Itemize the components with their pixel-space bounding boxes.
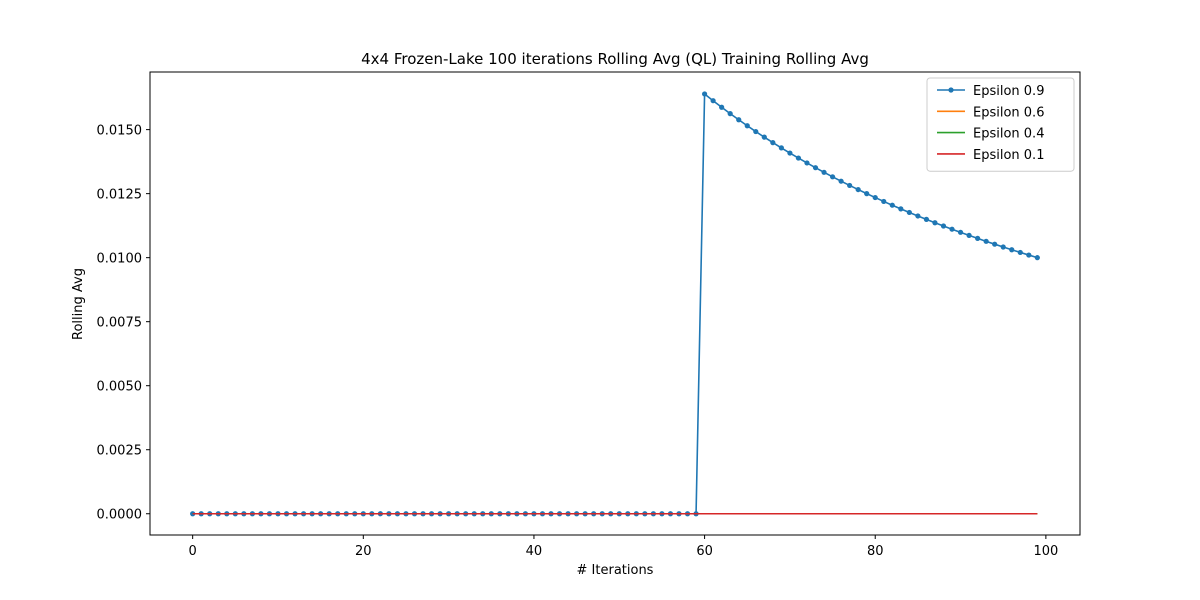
series-point-0-82 (889, 202, 895, 208)
series-point-0-75 (829, 174, 836, 180)
series-point-0-81 (881, 198, 887, 205)
y-tick-label-2: 0.0050 (97, 380, 143, 395)
series-point-0-62 (719, 104, 725, 110)
series-point-0-66 (753, 128, 759, 135)
series-point-0-86 (923, 216, 930, 222)
series-point-0-91 (966, 232, 972, 238)
series-point-0-88 (940, 223, 947, 229)
series-point-0-76 (838, 178, 844, 184)
series-point-0-90 (957, 229, 964, 235)
series-point-0-73 (812, 165, 819, 171)
series-point-0-85 (915, 213, 921, 219)
series-point-0-93 (983, 238, 989, 244)
legend-label-1: Epsilon 0.6 (973, 105, 1044, 120)
series-point-0-92 (975, 235, 981, 241)
series-point-0-94 (992, 241, 998, 247)
series-point-0-77 (847, 182, 853, 189)
legend-box (926, 77, 1075, 172)
x-tick-label-3: 60 (696, 544, 713, 559)
series-point-0-65 (744, 123, 750, 129)
legend-label-3: Epsilon 0.1 (973, 148, 1044, 163)
series-point-0-97 (1017, 249, 1023, 256)
series-point-0-87 (932, 220, 938, 226)
legend-label-0: Epsilon 0.9 (973, 84, 1044, 99)
y-tick-label-0: 0.0000 (97, 508, 143, 523)
series-point-0-80 (872, 194, 878, 201)
series-point-0-78 (855, 186, 861, 193)
legend-marker-0 (948, 87, 954, 93)
y-tick-label-4: 0.0100 (97, 252, 143, 267)
series-point-0-83 (898, 206, 904, 212)
series-point-0-72 (804, 160, 810, 166)
series-point-0-74 (821, 169, 827, 175)
series-point-0-64 (736, 117, 742, 123)
x-tick-label-0: 0 (189, 544, 197, 559)
y-tick-label-3: 0.0075 (97, 316, 143, 331)
y-axis: 0.0000 0.0025 0.0050 0.0075 0.0100 0.0125 0.01… (97, 124, 150, 523)
y-tick-label-6: 0.0150 (97, 124, 143, 139)
y-tick-label-5: 0.0125 (97, 188, 143, 203)
series-point-0-67 (761, 134, 767, 140)
x-axis: 0 20 40 60 80 100 (189, 535, 1058, 559)
series-point-0-89 (949, 226, 955, 232)
x-tick-label-2: 40 (526, 544, 543, 559)
series-point-0-68 (770, 140, 776, 146)
chart-title: 4x4 Frozen-Lake 100 iterations Rolling A… (361, 50, 869, 68)
x-axis-label: # Iterations (577, 563, 654, 578)
series-point-0-99 (1034, 255, 1040, 261)
y-tick-label-1: 0.0025 (97, 444, 143, 459)
legend-label-2: Epsilon 0.4 (973, 127, 1044, 142)
series-point-0-95 (1000, 244, 1006, 250)
series-point-0-70 (787, 150, 793, 156)
series-point-0-84 (906, 209, 912, 216)
y-axis-label: Rolling Avg (71, 268, 86, 340)
x-tick-label-1: 20 (355, 544, 372, 559)
axes-frame (149, 71, 1081, 536)
series-point-0-98 (1026, 252, 1032, 258)
x-tick-label-4: 80 (867, 544, 884, 559)
series-point-0-69 (778, 145, 784, 151)
series-point-0-61 (710, 98, 716, 104)
plot-area (190, 91, 1040, 517)
series-point-0-79 (864, 191, 870, 197)
series-point-0-71 (795, 155, 802, 161)
legend: Epsilon 0.9 Epsilon 0.6 Epsilon 0.4 Epsilon… (926, 77, 1075, 172)
x-tick-label-5: 100 (1033, 544, 1058, 559)
series-point-0-96 (1009, 247, 1015, 253)
series-point-0-60 (701, 91, 708, 97)
series-point-0-63 (727, 111, 733, 117)
